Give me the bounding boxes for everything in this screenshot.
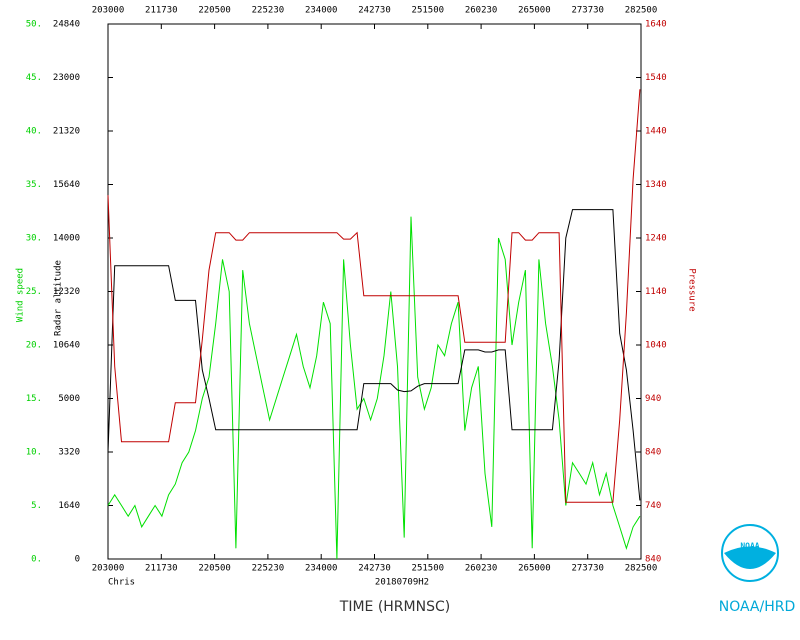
- series-line: [107, 89, 641, 503]
- y-tick-label: 0.: [31, 555, 42, 565]
- x-tick-label: 220500: [198, 6, 231, 16]
- y-tick-label: 45.: [26, 73, 42, 83]
- y-tick-label: 15.: [26, 394, 42, 404]
- x-tick-label: 265000: [518, 6, 551, 16]
- annotation: Chris: [108, 578, 135, 588]
- x-tick-label: 265000: [518, 564, 551, 574]
- y3-tick-label: 24840: [53, 20, 80, 30]
- x-tick-label: 260230: [465, 564, 498, 574]
- y-tick-label: 40.: [26, 127, 42, 137]
- y3-tick-label: 5000: [58, 394, 80, 404]
- y2-tick-label: 1340: [645, 180, 667, 190]
- y-tick-label: 30.: [26, 234, 42, 244]
- y3-tick-label: 21320: [53, 127, 80, 137]
- y-tick-label: 5.: [31, 501, 42, 511]
- y2-tick-label: 1140: [645, 287, 667, 297]
- y3-tick-label: 10640: [53, 341, 80, 351]
- y3-tick-label: 23000: [53, 73, 80, 83]
- x-tick-label: 242730: [358, 6, 391, 16]
- y-tick-label: 10.: [26, 448, 42, 458]
- y2-tick-label: 840: [645, 555, 661, 565]
- y2-tick-label: 1440: [645, 127, 667, 137]
- x-tick-label: 282500: [625, 564, 658, 574]
- annotation: 20180709H2: [375, 578, 429, 588]
- x-tick-label: 220500: [198, 564, 231, 574]
- y2-tick-label: 840: [645, 448, 661, 458]
- y3-tick-label: 0: [75, 555, 80, 565]
- x-tick-label: 203000: [92, 564, 125, 574]
- logo-label: NOAA: [740, 542, 759, 551]
- y2-tick-label: 1640: [645, 20, 667, 30]
- logo-text: NOAA/HRD: [719, 599, 796, 615]
- x-tick-label: 211730: [145, 6, 178, 16]
- y3-axis-label: Radar altitude: [54, 260, 64, 336]
- x-tick-label: 203000: [92, 6, 125, 16]
- logo-wave: [724, 546, 776, 569]
- y2-tick-label: 1540: [645, 73, 667, 83]
- y3-tick-label: 15640: [53, 180, 80, 190]
- x-tick-label: 273730: [571, 6, 604, 16]
- logo: NOAA: [721, 524, 779, 582]
- y-tick-label: 20.: [26, 341, 42, 351]
- y2-axis-label: Pressure: [687, 268, 697, 311]
- y-tick-label: 35.: [26, 180, 42, 190]
- x-tick-label: 234000: [305, 6, 338, 16]
- y3-tick-label: 3320: [58, 448, 80, 458]
- series-line: [107, 216, 641, 560]
- x-tick-label: 234000: [305, 564, 338, 574]
- y-tick-label: 50.: [26, 20, 42, 30]
- y3-tick-label: 1640: [58, 501, 80, 511]
- x-tick-label: 260230: [465, 6, 498, 16]
- y3-tick-label: 12320: [53, 287, 80, 297]
- x-tick-label: 251500: [412, 564, 445, 574]
- x-tick-label: 225230: [252, 6, 285, 16]
- x-axis-label: TIME (HRMNSC): [339, 599, 450, 615]
- x-tick-label: 251500: [412, 6, 445, 16]
- y2-tick-label: 940: [645, 394, 661, 404]
- y2-tick-label: 1040: [645, 341, 667, 351]
- x-tick-label: 282500: [625, 6, 658, 16]
- x-tick-label: 225230: [252, 564, 285, 574]
- y-tick-label: 25.: [26, 287, 42, 297]
- y2-tick-label: 1240: [645, 234, 667, 244]
- y3-tick-label: 14000: [53, 234, 80, 244]
- series-line: [107, 209, 641, 501]
- x-tick-label: 273730: [571, 564, 604, 574]
- y2-tick-label: 740: [645, 501, 661, 511]
- x-tick-label: 211730: [145, 564, 178, 574]
- x-tick-label: 242730: [358, 564, 391, 574]
- y-axis-label: Wind speed: [16, 268, 26, 322]
